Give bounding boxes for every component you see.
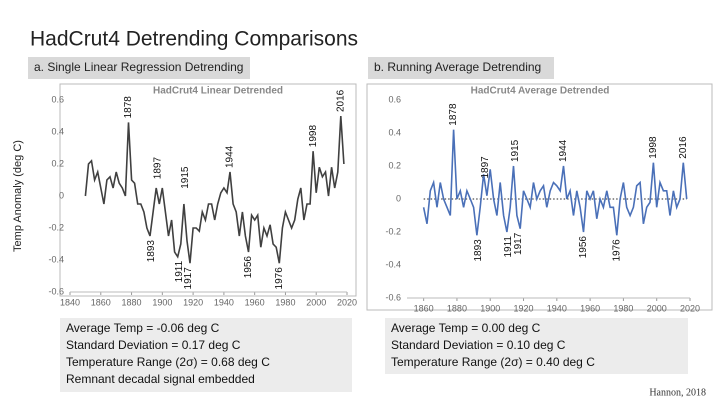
stat-line: Temperature Range (2σ) = 0.40 deg C bbox=[391, 355, 595, 369]
stats-box bbox=[385, 318, 688, 374]
stat-line: Standard Deviation = 0.17 deg C bbox=[66, 338, 241, 352]
annotation: 1893 bbox=[146, 240, 157, 263]
annotation: 1878 bbox=[448, 103, 459, 126]
x-tick-label: 2020 bbox=[337, 297, 357, 307]
x-tick-label: 1960 bbox=[245, 297, 265, 307]
annotation: 1998 bbox=[648, 136, 659, 159]
y-tick-label: -0.6 bbox=[385, 292, 401, 302]
panel-label-box bbox=[28, 57, 250, 79]
y-tick-label: 0 bbox=[396, 193, 401, 203]
annotation: 1956 bbox=[578, 236, 589, 259]
y-tick-label: 0.2 bbox=[388, 160, 401, 170]
chart-title: HadCrut4 Average Detrended bbox=[471, 86, 610, 97]
stat-line: Average Temp = -0.06 deg C bbox=[66, 321, 220, 335]
y-tick-label: 0.6 bbox=[51, 94, 64, 104]
y-tick-label: 0.4 bbox=[388, 127, 401, 137]
credit: Hannon, 2018 bbox=[649, 387, 706, 398]
y-tick-label: -0.6 bbox=[48, 286, 64, 296]
y-axis-label: Temp Anomaly (deg C) bbox=[12, 140, 24, 252]
stat-line: Temperature Range (2σ) = 0.68 deg C bbox=[66, 355, 270, 369]
chart-title: HadCrut4 Linear Detrended bbox=[153, 86, 283, 97]
x-tick-label: 1920 bbox=[514, 303, 534, 313]
x-tick-label: 1900 bbox=[480, 303, 500, 313]
x-tick-label: 1880 bbox=[122, 297, 142, 307]
annotation: 1893 bbox=[473, 239, 484, 262]
annotation: 1915 bbox=[510, 139, 521, 162]
x-tick-label: 1980 bbox=[275, 297, 295, 307]
annotation: 1976 bbox=[611, 239, 622, 262]
y-tick-label: -0.2 bbox=[385, 226, 401, 236]
x-tick-label: 1940 bbox=[547, 303, 567, 313]
annotation: 1878 bbox=[123, 96, 134, 119]
data-line bbox=[84, 115, 345, 264]
y-tick-label: 0.6 bbox=[388, 94, 401, 104]
annotation: 1917 bbox=[183, 267, 194, 290]
stat-line: Remnant decadal signal embedded bbox=[66, 372, 255, 386]
annotation: 1956 bbox=[243, 256, 254, 279]
stat-line: Standard Deviation = 0.10 deg C bbox=[391, 338, 566, 352]
x-tick-label: 1900 bbox=[152, 297, 172, 307]
annotation: 1911 bbox=[174, 260, 185, 282]
x-tick-label: 1920 bbox=[183, 297, 203, 307]
chart-frame bbox=[59, 83, 357, 297]
y-tick-label: -0.4 bbox=[385, 259, 401, 269]
y-tick-label: -0.4 bbox=[48, 254, 64, 264]
y-tick-label: 0.4 bbox=[51, 126, 64, 136]
annotation: 1917 bbox=[513, 232, 524, 255]
y-tick-label: 0 bbox=[59, 190, 64, 200]
x-tick-label: 1880 bbox=[447, 303, 467, 313]
stat-line: Average Temp = 0.00 deg C bbox=[391, 321, 541, 335]
x-tick-label: 1860 bbox=[414, 303, 434, 313]
panel-label: a. Single Linear Regression Detrending bbox=[34, 60, 243, 74]
panel-label: b. Running Average Detrending bbox=[374, 60, 541, 74]
annotation: 1944 bbox=[225, 145, 236, 168]
annotation: 2016 bbox=[335, 89, 346, 112]
x-tick-label: 1960 bbox=[580, 303, 600, 313]
x-tick-label: 1860 bbox=[91, 297, 111, 307]
x-tick-label: 2000 bbox=[306, 297, 326, 307]
slide-title: HadCrut4 Detrending Comparisons bbox=[30, 28, 358, 51]
annotation: 1915 bbox=[180, 166, 191, 189]
y-tick-label: 0.2 bbox=[51, 158, 64, 168]
x-tick-label: 2020 bbox=[680, 303, 700, 313]
stats-box bbox=[60, 318, 352, 392]
chart-frame bbox=[366, 83, 713, 311]
x-tick-label: 1940 bbox=[214, 297, 234, 307]
annotation: 1897 bbox=[480, 156, 491, 179]
annotation: 2016 bbox=[678, 136, 689, 159]
annotation: 1911 bbox=[503, 236, 514, 258]
annotation: 1976 bbox=[274, 267, 285, 290]
panel-label-box bbox=[368, 57, 554, 79]
annotation: 1897 bbox=[152, 157, 163, 180]
y-tick-label: -0.2 bbox=[48, 222, 64, 232]
x-tick-label: 1980 bbox=[613, 303, 633, 313]
x-tick-label: 2000 bbox=[647, 303, 667, 313]
data-line bbox=[422, 129, 688, 236]
annotation: 1998 bbox=[308, 125, 319, 148]
x-tick-label: 1840 bbox=[60, 297, 80, 307]
annotation: 1944 bbox=[558, 139, 569, 162]
